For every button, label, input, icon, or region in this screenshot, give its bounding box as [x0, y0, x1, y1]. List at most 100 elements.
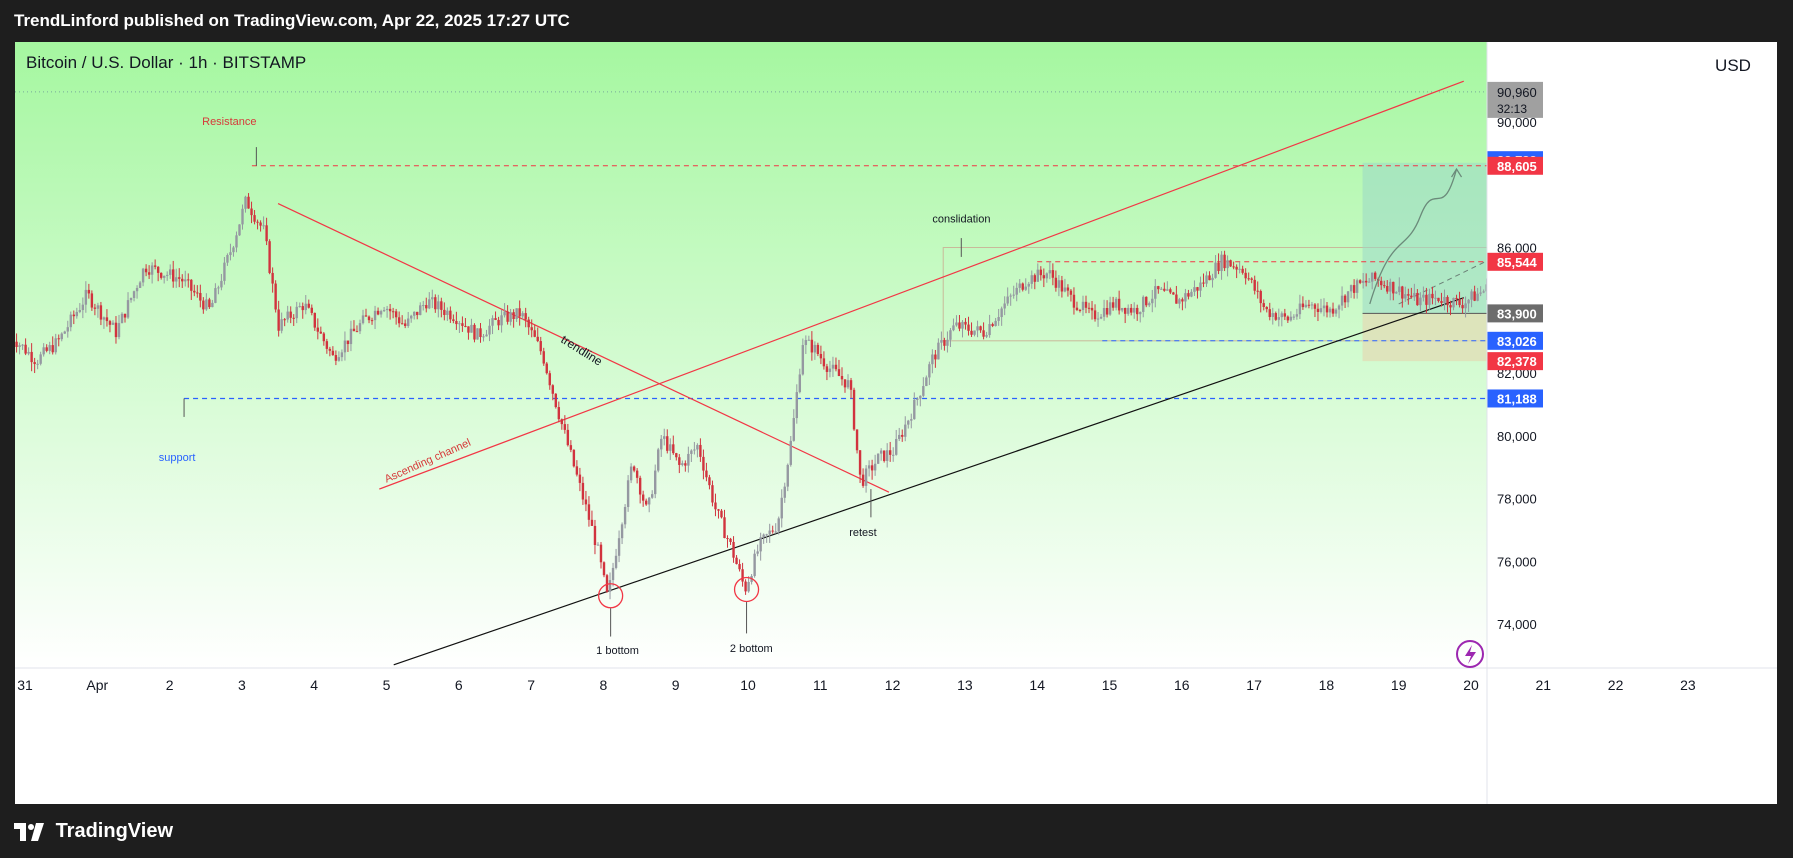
candle-body [735, 557, 738, 565]
candle-body [403, 323, 407, 326]
candle-body [910, 419, 913, 421]
candle-body [952, 325, 955, 331]
candle-body [1126, 307, 1130, 314]
level-label: 81,188 [1497, 391, 1537, 406]
candle-body [229, 252, 232, 256]
candle-body [602, 562, 606, 576]
candle-body [892, 454, 895, 456]
candle-body [629, 466, 633, 481]
x-tick-label: 10 [740, 677, 756, 693]
candle-body [30, 351, 33, 363]
candle-body [244, 196, 247, 209]
candle-body [147, 272, 151, 275]
candle-body [196, 292, 199, 294]
candle-body [1398, 286, 1401, 293]
candle-body [1042, 275, 1046, 279]
candle-body [819, 353, 823, 359]
candle-body [614, 555, 618, 568]
candle-body [373, 310, 377, 321]
level-badge [1487, 156, 1543, 175]
x-tick-label: 22 [1608, 677, 1624, 693]
candle-body [1337, 305, 1341, 310]
candle-body [322, 333, 326, 342]
candle-body [316, 327, 320, 332]
candle-body [376, 310, 380, 315]
candle-body [973, 330, 976, 335]
level-badge [1487, 252, 1543, 271]
candle-body [1036, 269, 1040, 282]
candle-body [1093, 310, 1097, 320]
candle-body [334, 355, 338, 361]
candle-body [1340, 295, 1344, 306]
candle-body [346, 340, 350, 345]
x-tick-label: 15 [1102, 677, 1118, 693]
candle-body [238, 224, 241, 236]
candle-body [87, 289, 91, 294]
candle-body [1392, 281, 1395, 294]
descending-trendline [277, 203, 890, 493]
candle-body [545, 363, 548, 374]
candle-body [759, 537, 762, 552]
candle-body [352, 328, 356, 332]
candle-body [422, 305, 425, 307]
candle-body [69, 314, 72, 328]
currency-button[interactable]: USD [1701, 48, 1765, 84]
candle-body [813, 344, 817, 353]
tradingview-logo-icon [14, 822, 44, 841]
candle-body [1199, 282, 1202, 291]
candle-body [1316, 308, 1320, 312]
candle-body [1277, 317, 1281, 320]
candle-body [18, 345, 21, 347]
candle-body [388, 308, 392, 312]
candle-body [1133, 307, 1136, 313]
chart-panel[interactable]: Resistance support conslidation retest 1 bot… [15, 42, 1777, 804]
candle-body [1202, 282, 1205, 284]
candle-body [1265, 306, 1268, 310]
candle-body [566, 429, 570, 446]
current-price-badge [1487, 81, 1543, 118]
candle-body [431, 297, 434, 300]
candle-body [202, 300, 205, 310]
candle-body [810, 339, 814, 353]
candle-body [672, 444, 675, 454]
candle-body [1349, 285, 1353, 292]
candle-body [1142, 296, 1145, 312]
candle-body [178, 277, 181, 279]
candle-body [1407, 294, 1410, 296]
candle-body [852, 389, 856, 430]
candle-body [958, 322, 961, 329]
candle-body [690, 450, 693, 454]
candle-body [898, 434, 901, 439]
candle-body [768, 530, 771, 535]
candle-body [494, 318, 497, 320]
candle-body [1151, 298, 1154, 304]
candle-body [638, 477, 642, 495]
price-chart[interactable]: Resistance support conslidation retest 1 bot… [15, 42, 1777, 804]
candle-body [1060, 280, 1064, 292]
annotation-bottom1: 1 bottom [596, 645, 639, 657]
candle-body [795, 392, 799, 419]
candle-body [271, 272, 274, 284]
candle-body [822, 358, 826, 367]
candle-body [678, 457, 681, 465]
candle-body [184, 279, 187, 282]
candle-body [190, 279, 193, 291]
candle-body [108, 321, 112, 325]
candle-body [925, 377, 928, 387]
candle-body [259, 222, 262, 226]
candle-body [1434, 297, 1437, 299]
candle-body [807, 339, 811, 341]
candle-body [150, 265, 154, 275]
candle-body [946, 339, 949, 346]
x-tick-label: 3 [238, 677, 246, 693]
candle-body [681, 463, 684, 465]
candle-body [1437, 297, 1440, 302]
candle-body [1470, 291, 1473, 300]
candle-body [1331, 308, 1335, 314]
candle-body [262, 225, 265, 227]
candle-body [669, 444, 672, 451]
candle-body [337, 357, 341, 361]
candle-body [1066, 287, 1070, 291]
candle-body [1286, 316, 1290, 321]
candle-body [241, 208, 244, 225]
